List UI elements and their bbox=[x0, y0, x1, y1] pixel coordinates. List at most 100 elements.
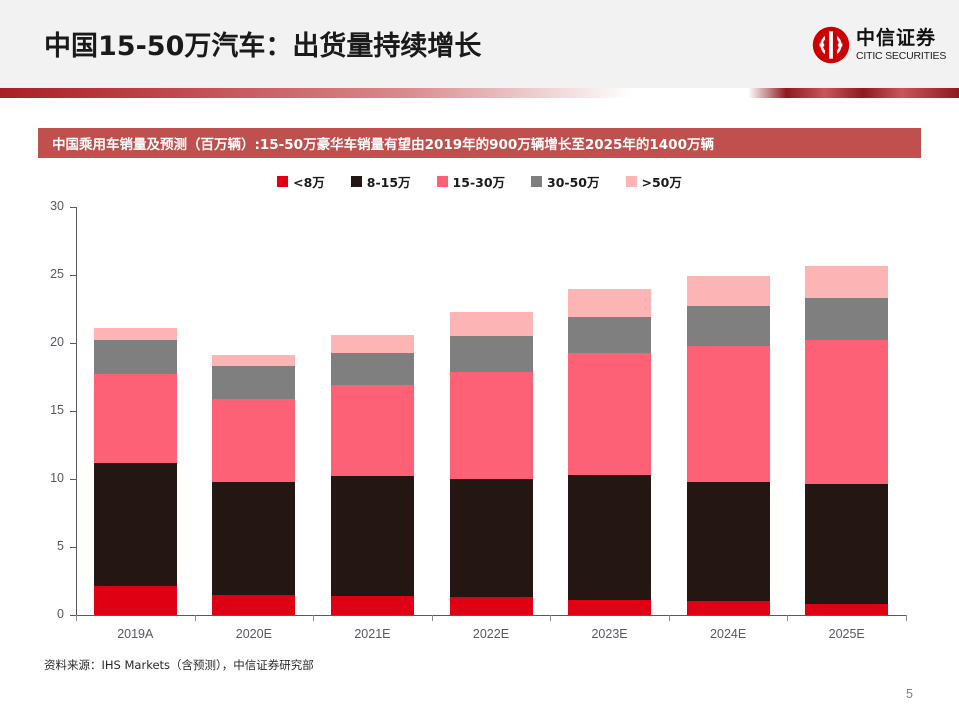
y-axis-line bbox=[76, 207, 77, 616]
header-divider-rule bbox=[0, 88, 959, 98]
legend-swatch-icon bbox=[277, 176, 289, 187]
bar-segment[interactable] bbox=[212, 366, 296, 399]
bar-segment[interactable] bbox=[330, 352, 414, 386]
bar-segment[interactable] bbox=[330, 385, 414, 477]
bar-segment[interactable] bbox=[93, 374, 177, 463]
bar-stack[interactable] bbox=[686, 276, 770, 615]
bar-segment[interactable] bbox=[330, 334, 414, 353]
bar-segment[interactable] bbox=[686, 345, 770, 482]
y-axis-tick bbox=[70, 479, 77, 480]
y-axis-tick-label: 25 bbox=[50, 267, 64, 281]
bar-stack[interactable] bbox=[330, 334, 414, 615]
bar-segment[interactable] bbox=[805, 604, 889, 615]
bar-stack[interactable] bbox=[93, 328, 177, 615]
y-axis-tick-label: 10 bbox=[50, 471, 64, 485]
y-axis-tick-label: 30 bbox=[50, 199, 64, 213]
page-number: 5 bbox=[906, 687, 913, 701]
bar-segment[interactable] bbox=[449, 479, 533, 598]
x-axis-label: 2019A bbox=[117, 627, 154, 641]
x-axis-tick bbox=[787, 615, 789, 621]
legend-label: <8万 bbox=[293, 175, 325, 190]
legend-swatch-icon bbox=[625, 176, 637, 187]
x-axis-tick bbox=[313, 615, 315, 621]
bar-segment[interactable] bbox=[93, 462, 177, 587]
legend-swatch-icon bbox=[350, 176, 362, 187]
bar-segment[interactable] bbox=[212, 594, 296, 615]
y-axis-tick bbox=[70, 275, 77, 276]
y-axis-tick bbox=[70, 207, 77, 208]
bar-stack[interactable] bbox=[449, 311, 533, 615]
x-axis-label: 2020E bbox=[235, 627, 272, 641]
bar-segment[interactable] bbox=[686, 276, 770, 307]
bar-segment[interactable] bbox=[805, 265, 889, 299]
x-axis-label: 2024E bbox=[710, 627, 747, 641]
bar-segment[interactable] bbox=[330, 476, 414, 596]
legend-item[interactable]: 8-15万 bbox=[350, 172, 411, 191]
bar-segment[interactable] bbox=[568, 474, 652, 601]
x-axis-label: 2021E bbox=[354, 627, 391, 641]
y-axis-tick bbox=[70, 615, 77, 616]
x-axis-label: 2025E bbox=[828, 627, 865, 641]
y-axis-tick bbox=[70, 411, 77, 412]
logo-name-en: CITIC SECURITIES bbox=[856, 49, 947, 62]
bar-segment[interactable] bbox=[212, 481, 296, 595]
x-axis-tick bbox=[76, 615, 77, 621]
bar-segment[interactable] bbox=[93, 328, 177, 341]
bar-segment[interactable] bbox=[93, 586, 177, 615]
legend-item[interactable]: 30-50万 bbox=[531, 172, 600, 191]
citic-logo-icon bbox=[812, 26, 850, 64]
chart-legend: <8万 8-15万 15-30万 30-50万 >50万 bbox=[0, 172, 959, 191]
bar-segment[interactable] bbox=[93, 340, 177, 375]
chart-title-band: 中国乘用车销量及预测（百万辆）:15-50万豪华车销量有望由2019年的900万… bbox=[38, 128, 921, 158]
legend-label: >50万 bbox=[641, 175, 682, 190]
y-axis-tick-label: 20 bbox=[50, 335, 64, 349]
bar-segment[interactable] bbox=[449, 311, 533, 337]
bar-segment[interactable] bbox=[686, 601, 770, 615]
x-axis-label: 2022E bbox=[472, 627, 510, 641]
bar-segment[interactable] bbox=[686, 481, 770, 602]
y-axis-tick-label: 5 bbox=[57, 539, 64, 553]
x-axis-tick bbox=[906, 615, 907, 621]
bar-segment[interactable] bbox=[686, 306, 770, 346]
legend-item[interactable]: >50万 bbox=[625, 172, 682, 191]
source-note: 资料来源：IHS Markets（含预测），中信证券研究部 bbox=[44, 658, 314, 672]
x-axis-tick bbox=[550, 615, 552, 621]
legend-swatch-icon bbox=[531, 176, 543, 187]
logo-name-cn: 中信证券 bbox=[856, 26, 937, 49]
bar-segment[interactable] bbox=[449, 336, 533, 372]
x-axis-line bbox=[76, 615, 906, 616]
bar-stack[interactable] bbox=[805, 265, 889, 615]
y-axis-tick bbox=[70, 547, 77, 548]
x-axis-tick bbox=[668, 615, 670, 621]
bar-segment[interactable] bbox=[568, 352, 652, 475]
bar-segment[interactable] bbox=[330, 595, 414, 615]
bar-stack[interactable] bbox=[212, 355, 296, 615]
bar-segment[interactable] bbox=[212, 398, 296, 482]
legend-label: 15-30万 bbox=[452, 175, 506, 190]
y-axis-tick-label: 0 bbox=[57, 607, 64, 621]
legend-item[interactable]: <8万 bbox=[277, 172, 325, 191]
bar-segment[interactable] bbox=[805, 298, 889, 341]
bar-segment[interactable] bbox=[449, 597, 533, 615]
bar-segment[interactable] bbox=[568, 317, 652, 353]
x-axis-tick bbox=[431, 615, 433, 621]
y-axis-tick-label: 15 bbox=[50, 403, 64, 417]
legend-label: 30-50万 bbox=[547, 175, 600, 190]
brand-logo: 中信证券 CITIC SECURITIES bbox=[812, 26, 946, 64]
x-axis-tick bbox=[194, 615, 196, 621]
bars-container bbox=[76, 207, 906, 615]
bar-segment[interactable] bbox=[449, 371, 533, 479]
legend-swatch-icon bbox=[436, 176, 448, 187]
bar-stack[interactable] bbox=[568, 288, 652, 615]
legend-item[interactable]: 15-30万 bbox=[436, 172, 506, 191]
bar-segment[interactable] bbox=[568, 600, 652, 615]
bar-segment[interactable] bbox=[568, 288, 652, 318]
bar-segment[interactable] bbox=[212, 355, 296, 367]
x-axis-label: 2023E bbox=[591, 627, 628, 641]
page-title: 中国15-50万汽车：出货量持续增长 bbox=[44, 31, 482, 62]
slide-header: 中国15-50万汽车：出货量持续增长 中信证券 CITIC SECURITIES bbox=[0, 0, 959, 88]
bar-segment[interactable] bbox=[805, 340, 889, 485]
bar-segment[interactable] bbox=[805, 484, 889, 605]
legend-label: 8-15万 bbox=[366, 175, 411, 190]
